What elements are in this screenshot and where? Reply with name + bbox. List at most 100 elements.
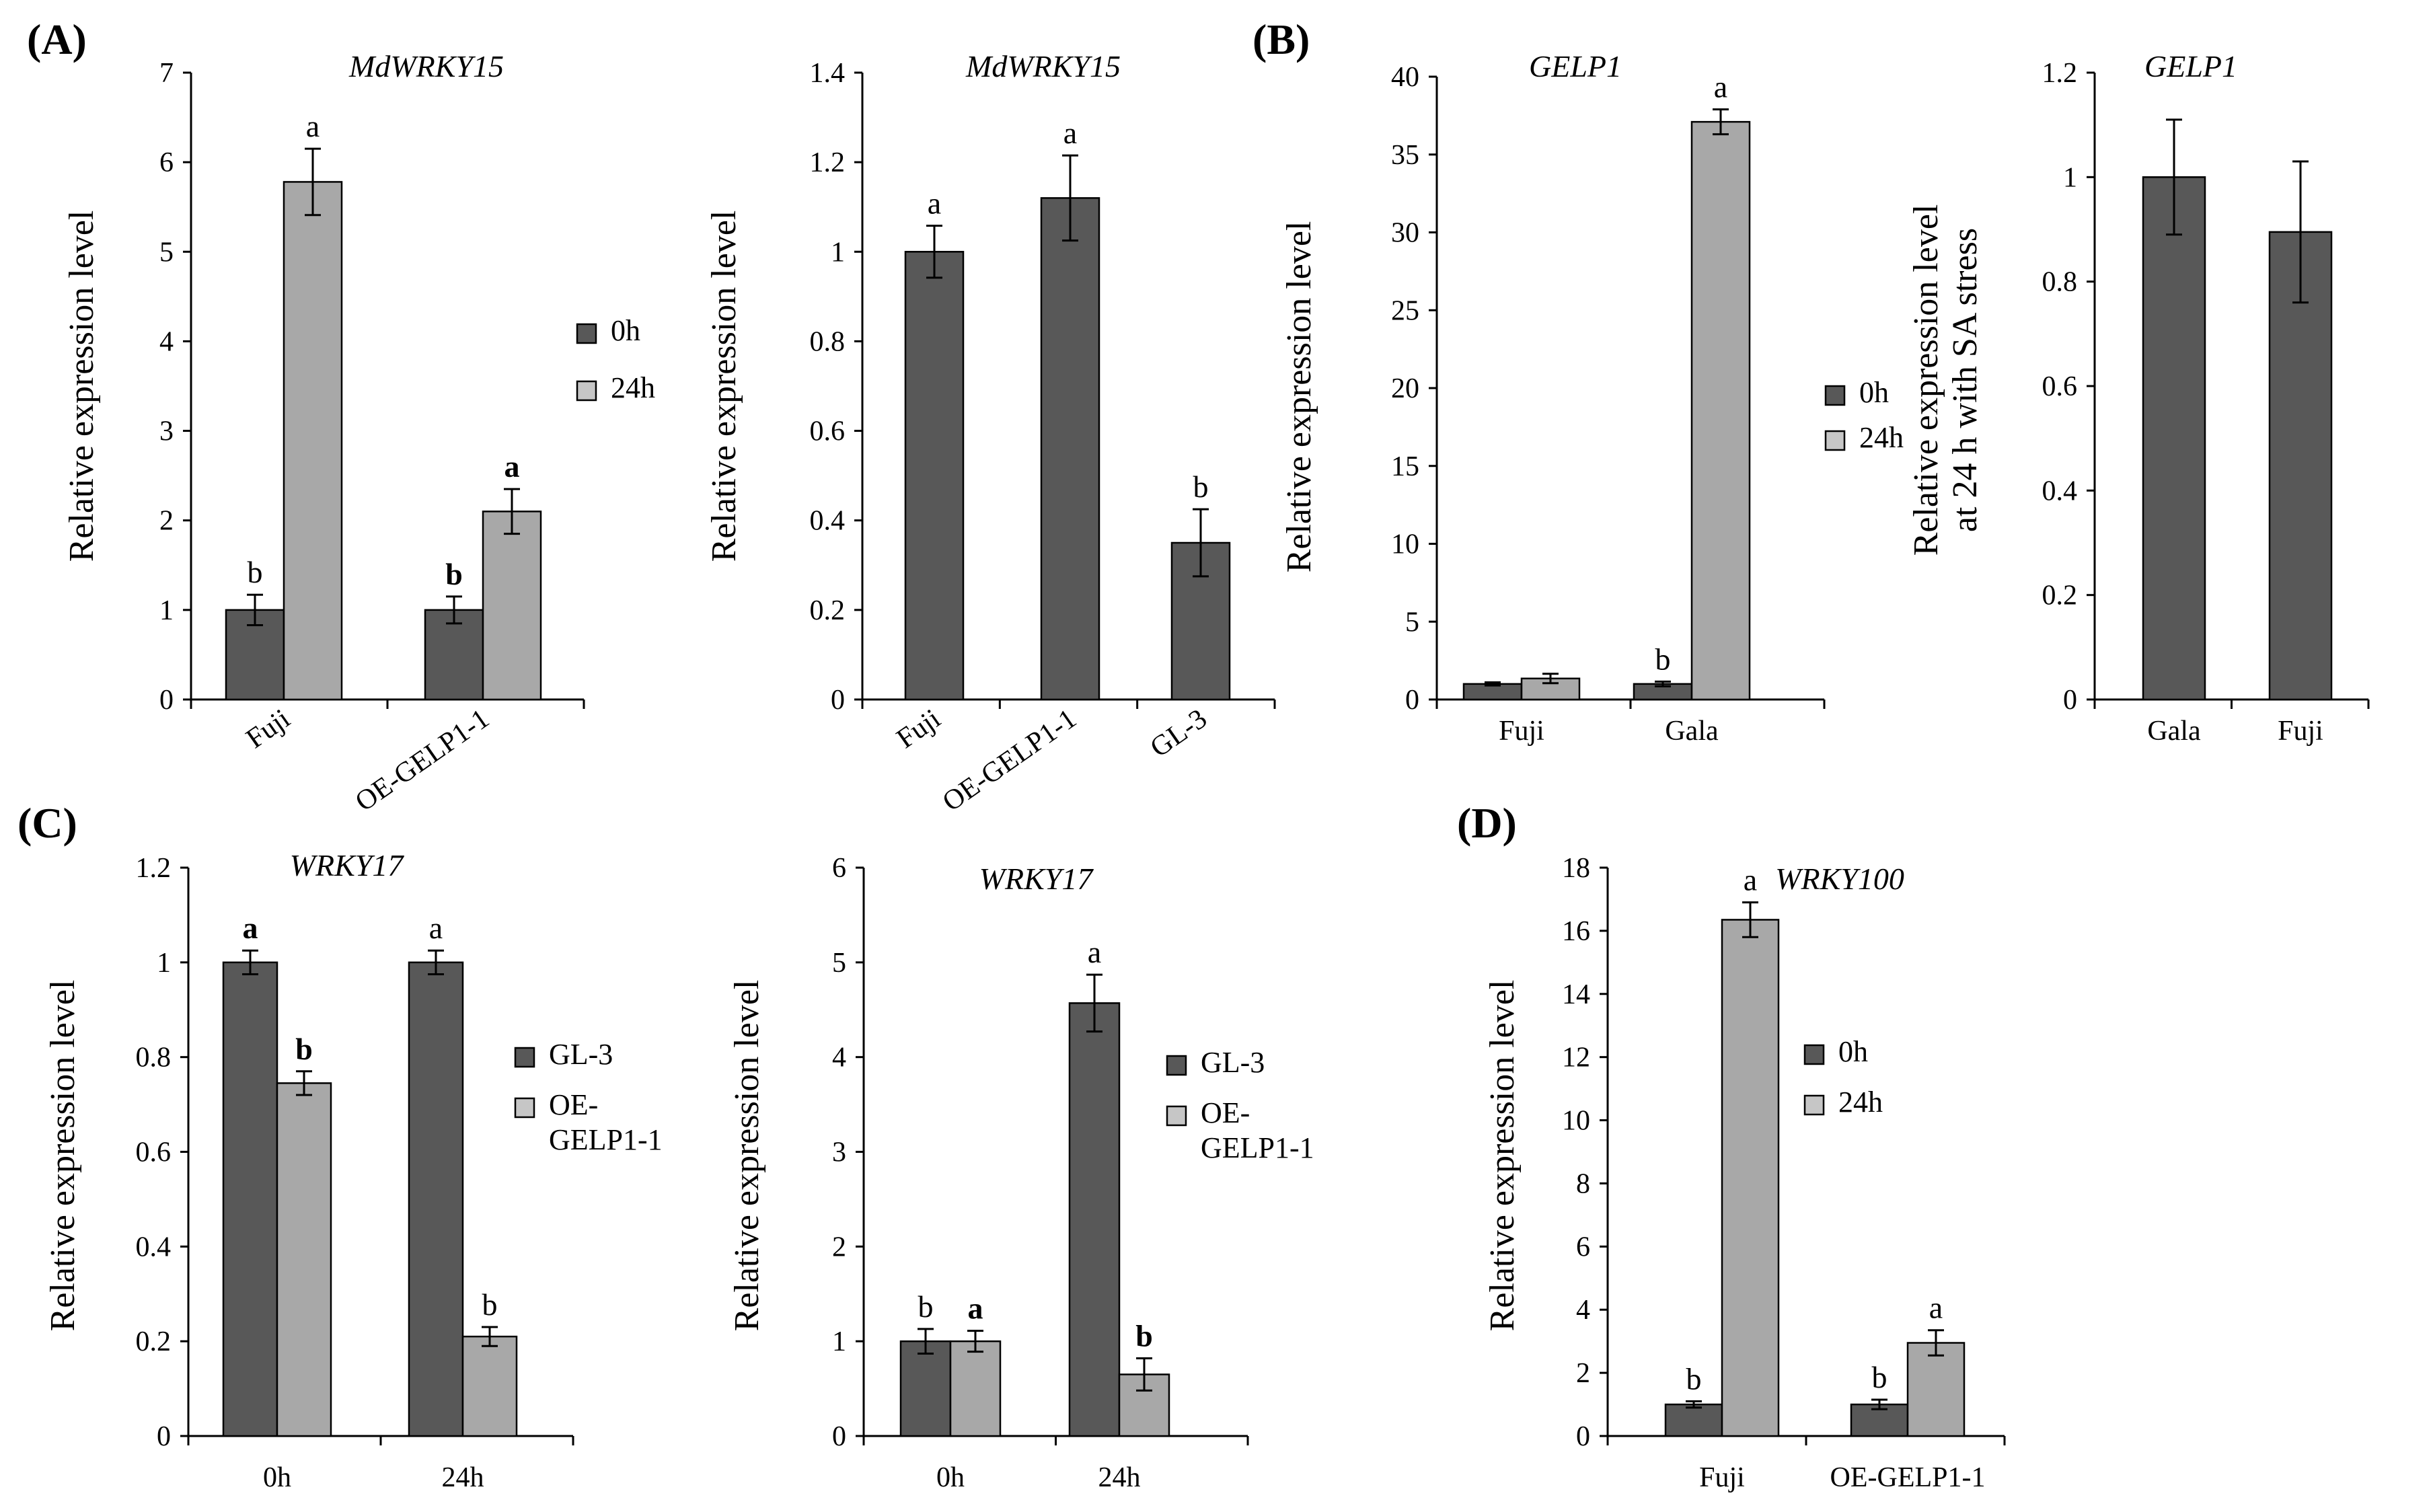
error-bar <box>1928 1329 1944 1357</box>
error-bar <box>926 225 942 279</box>
chart-title: WRKY17 <box>979 862 1094 896</box>
error-bar <box>1542 673 1559 685</box>
x-tick-label: 24h <box>1098 1462 1141 1493</box>
y-tick-label: 0.4 <box>2042 476 2078 506</box>
legend-label: OE-GELP1-1 <box>549 1088 663 1156</box>
y-tick-label: 1.2 <box>136 853 172 884</box>
y-tick-label: 40 <box>1391 62 1419 93</box>
error-bar <box>428 949 444 975</box>
y-tick-label: 25 <box>1391 295 1419 326</box>
error-bar <box>1136 1357 1152 1392</box>
significance-label: a <box>1088 935 1101 969</box>
legend-swatch-24h <box>1824 430 1846 451</box>
chart-a2: MdWRKY15 Relative expression level 0 0.2 0.4… <box>705 49 1276 818</box>
y-tick-label: 20 <box>1391 373 1419 404</box>
bar-gl-3-24h <box>1068 1002 1121 1437</box>
y-axis-label: Relative expression level <box>63 211 101 562</box>
error-bar <box>1713 108 1729 136</box>
chart-c1: (C) WRKY17 Relative expression level 0 0.2 0.… <box>17 799 663 1493</box>
legend-label: 24h <box>1838 1086 1883 1119</box>
significance-label: a <box>1714 70 1727 104</box>
y-tick-label: 5 <box>832 948 846 979</box>
legend-label: 24h <box>611 371 655 404</box>
legend-label: OE-GELP1-1 <box>1201 1096 1314 1164</box>
y-tick-label: 0.6 <box>2042 371 2078 402</box>
chart-b1: (B) GELP1 Relative expression level 0 5 10 15 2… <box>1252 15 1904 747</box>
y-tick-label: 0 <box>831 685 845 716</box>
y-tick-label: 0 <box>157 1421 171 1452</box>
bar-0h-fuji <box>1664 1403 1723 1437</box>
chart-title: GELP1 <box>1529 49 1622 83</box>
bar-gl-3-24h <box>408 961 464 1437</box>
significance-label: a <box>504 449 520 484</box>
y-axis-label-line: Relative expression level <box>63 211 101 562</box>
error-bar <box>1485 681 1501 687</box>
y-tick-label: 4 <box>832 1043 846 1073</box>
y-tick-label: 0.8 <box>136 1043 172 1073</box>
x-tick-label: 0h <box>263 1462 291 1493</box>
significance-label: b <box>445 557 463 591</box>
bar-24h-gala <box>1690 120 1751 701</box>
y-tick-label: 10 <box>1562 1106 1590 1137</box>
error-bar <box>1655 680 1671 687</box>
x-tick-label: OE-GELP1-1 <box>350 704 495 818</box>
y-tick-label: 0 <box>2063 685 2077 716</box>
error-bar <box>247 593 263 626</box>
chart-a1: (A) MdWRKY15 Relative expression level 0 1 2 3… <box>27 15 655 818</box>
significance-label: a <box>429 911 443 945</box>
y-tick-label: 0.8 <box>2042 267 2078 298</box>
y-tick-label: 0 <box>159 685 174 716</box>
bar-0h-oe-gelp1-1 <box>424 609 484 701</box>
y-tick-label: 0.8 <box>810 326 846 357</box>
x-tick-label: OE-GELP1-1 <box>937 704 1082 818</box>
y-tick-label: 1 <box>2063 162 2077 193</box>
y-tick-label: 3 <box>832 1137 846 1168</box>
significance-label: b <box>1193 469 1209 504</box>
error-bar <box>305 147 321 217</box>
error-bar <box>504 488 520 535</box>
y-tick-label: 1.2 <box>2042 58 2078 89</box>
legend-label-line: 24h <box>1838 1086 1883 1119</box>
bar-oe-gelp1-1-24h <box>461 1335 518 1437</box>
y-tick-label: 0 <box>1576 1421 1590 1452</box>
legend-label-line: GL-3 <box>549 1038 613 1071</box>
x-tick-label: Fuji <box>241 704 296 755</box>
y-tick-label: 0.6 <box>810 416 846 447</box>
legend-swatch-24h <box>576 380 597 402</box>
significance-label: a <box>928 186 941 221</box>
bar-24h-fuji <box>1721 919 1780 1437</box>
panel-label: (A) <box>27 15 87 63</box>
bar-24h-oe-gelp1-1 <box>482 511 542 701</box>
y-axis-label-line: Relative expression level <box>1907 204 1945 556</box>
legend-label: 0h <box>1838 1035 1868 1068</box>
legend-swatch-24h <box>1803 1094 1825 1116</box>
significance-label: a <box>1744 863 1757 897</box>
significance-label: b <box>1135 1319 1153 1353</box>
y-axis-label-line: Relative expression level <box>1280 221 1318 573</box>
chart-d1: (D) WRKY100 Relative expression level 0 2 4 6 8… <box>1457 799 2006 1493</box>
y-tick-label: 0.2 <box>136 1326 172 1357</box>
legend-label-line: GL-3 <box>1201 1046 1265 1079</box>
y-tick-label: 5 <box>1405 607 1419 638</box>
significance-label: b <box>1686 1361 1702 1396</box>
y-axis-label-line: Relative expression level <box>705 211 743 562</box>
significance-label: b <box>248 555 263 589</box>
y-tick-label: 10 <box>1391 529 1419 560</box>
legend-swatch-0h <box>1803 1044 1825 1065</box>
y-axis-label: Relative expression level <box>1483 980 1522 1332</box>
y-tick-label: 0.2 <box>2042 580 2078 611</box>
legend-label: GL-3 <box>549 1038 613 1071</box>
chart-title: WRKY100 <box>1775 862 1904 896</box>
y-tick-label: 6 <box>1576 1232 1590 1262</box>
bar-expression-fuji <box>904 251 965 701</box>
y-tick-label: 8 <box>1576 1168 1590 1199</box>
error-bar <box>2292 160 2309 304</box>
chart-title: MdWRKY15 <box>965 49 1121 83</box>
significance-label: a <box>1929 1291 1943 1325</box>
error-bar <box>1193 508 1209 578</box>
y-tick-label: 2 <box>832 1232 846 1262</box>
y-tick-label: 2 <box>1576 1358 1590 1389</box>
significance-label: b <box>482 1287 498 1322</box>
